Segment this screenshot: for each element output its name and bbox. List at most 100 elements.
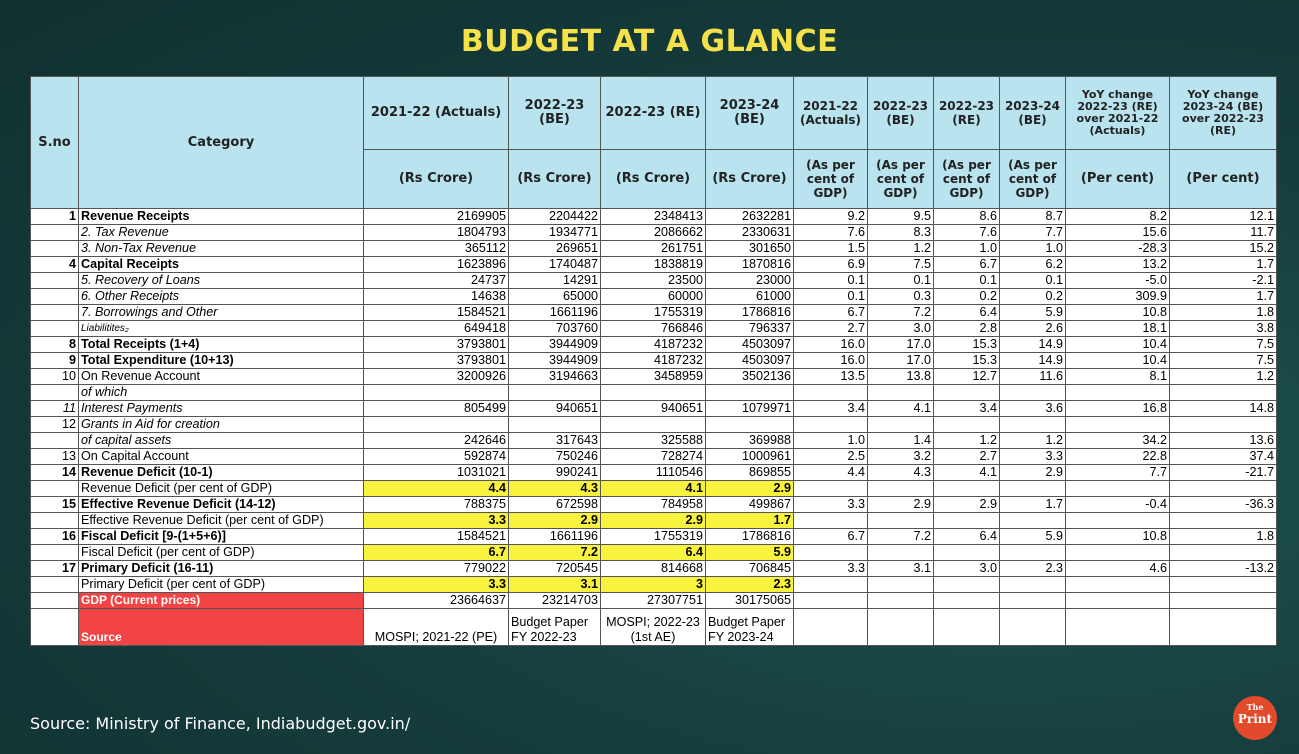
row-category: Source bbox=[78, 608, 364, 646]
table-cell bbox=[1065, 512, 1170, 529]
row-sno bbox=[30, 320, 79, 337]
table-cell bbox=[1065, 480, 1170, 497]
table-cell: 27307751 bbox=[600, 592, 706, 609]
table-cell: 1031021 bbox=[363, 464, 509, 481]
table-cell: 940651 bbox=[508, 400, 601, 417]
table-cell: 3.3 bbox=[999, 448, 1066, 465]
table-cell: 3.1 bbox=[867, 560, 934, 577]
table-cell: 3.4 bbox=[793, 400, 868, 417]
table-cell bbox=[600, 416, 706, 433]
row-category: Total Expenditure (10+13) bbox=[78, 352, 364, 369]
table-row: Revenue Deficit (per cent of GDP) 4.4 4.3 4… bbox=[30, 480, 1277, 497]
table-cell: 61000 bbox=[705, 288, 794, 305]
unit-col9: (Per cent) bbox=[1065, 149, 1170, 209]
row-sno: 12 bbox=[30, 416, 79, 433]
table-row: Effective Revenue Deficit (per cent of G… bbox=[30, 512, 1277, 529]
table-cell bbox=[867, 608, 934, 646]
table-cell: 1.0 bbox=[999, 240, 1066, 257]
table-row: 14 Revenue Deficit (10-1) 1031021 990241 111… bbox=[30, 464, 1277, 481]
table-cell: 7.5 bbox=[1169, 352, 1277, 369]
table-cell: 2632281 bbox=[705, 208, 794, 225]
header-col2: 2022-23 (BE) bbox=[508, 76, 601, 150]
table-cell: 1110546 bbox=[600, 464, 706, 481]
table-cell: 750246 bbox=[508, 448, 601, 465]
table-cell: 15.3 bbox=[933, 352, 1000, 369]
table-cell: 0.2 bbox=[999, 288, 1066, 305]
table-cell bbox=[1065, 384, 1170, 401]
table-cell: -2.1 bbox=[1169, 272, 1277, 289]
table-cell: 5.9 bbox=[999, 528, 1066, 545]
table-cell: 3.6 bbox=[999, 400, 1066, 417]
table-row: 1 Revenue Receipts 2169905 2204422 2348413 26… bbox=[30, 208, 1277, 225]
table-cell: 0.1 bbox=[793, 272, 868, 289]
table-cell: Budget Paper FY 2022-23 bbox=[508, 608, 601, 646]
table-cell bbox=[508, 416, 601, 433]
table-cell: 7.2 bbox=[867, 304, 934, 321]
unit-col6: (As per cent of GDP) bbox=[867, 149, 934, 209]
table-cell: 2.6 bbox=[999, 320, 1066, 337]
row-category: Effective Revenue Deficit (per cent of G… bbox=[78, 512, 364, 529]
table-cell: 2204422 bbox=[508, 208, 601, 225]
table-cell: 15.2 bbox=[1169, 240, 1277, 257]
table-cell bbox=[999, 384, 1066, 401]
header-col1: 2021-22 (Actuals) bbox=[363, 76, 509, 150]
table-cell: MOSPI; 2021-22 (PE) bbox=[363, 608, 509, 646]
table-cell: 1934771 bbox=[508, 224, 601, 241]
table-cell: 301650 bbox=[705, 240, 794, 257]
table-cell bbox=[933, 384, 1000, 401]
table-cell: 242646 bbox=[363, 432, 509, 449]
table-cell: 3.4 bbox=[933, 400, 1000, 417]
row-sno bbox=[30, 592, 79, 609]
table-cell: 2.5 bbox=[793, 448, 868, 465]
table-cell: 7.5 bbox=[1169, 336, 1277, 353]
table-cell: 14638 bbox=[363, 288, 509, 305]
table-cell: 24737 bbox=[363, 272, 509, 289]
table-cell bbox=[793, 592, 868, 609]
table-cell bbox=[1065, 576, 1170, 593]
table-cell: 10.8 bbox=[1065, 528, 1170, 545]
table-cell: 14.8 bbox=[1169, 400, 1277, 417]
row-sno bbox=[30, 272, 79, 289]
table-cell: 1755319 bbox=[600, 304, 706, 321]
table-cell: 7.2 bbox=[867, 528, 934, 545]
page-title: BUDGET AT A GLANCE bbox=[460, 24, 839, 59]
table-cell: 11.6 bbox=[999, 368, 1066, 385]
table-cell: 2.8 bbox=[933, 320, 1000, 337]
table-cell: 269651 bbox=[508, 240, 601, 257]
table-cell: 5.9 bbox=[705, 544, 794, 561]
row-category: On Capital Account bbox=[78, 448, 364, 465]
table-cell: 11.7 bbox=[1169, 224, 1277, 241]
table-cell: 2.3 bbox=[999, 560, 1066, 577]
table-cell: 1.7 bbox=[1169, 256, 1277, 273]
table-cell bbox=[999, 592, 1066, 609]
table-cell: 6.4 bbox=[600, 544, 706, 561]
table-row: of capital assets 242646 317643 325588 36998… bbox=[30, 432, 1277, 449]
table-cell: 8.6 bbox=[933, 208, 1000, 225]
table-cell: 9.2 bbox=[793, 208, 868, 225]
header-row-units: (Rs Crore) (Rs Crore) (Rs Crore) (Rs Cro… bbox=[31, 149, 1277, 209]
table-cell: 5.9 bbox=[999, 304, 1066, 321]
table-cell: 4.4 bbox=[363, 480, 509, 497]
table-cell: 6.2 bbox=[999, 256, 1066, 273]
table-cell: 16.0 bbox=[793, 352, 868, 369]
table-cell: 4.3 bbox=[508, 480, 601, 497]
table-row: 10 On Revenue Account 3200926 3194663 345895… bbox=[30, 368, 1277, 385]
row-sno bbox=[30, 432, 79, 449]
table-cell bbox=[999, 512, 1066, 529]
table-cell bbox=[933, 512, 1000, 529]
table-row: 6. Other Receipts 14638 65000 60000 61000 0.1… bbox=[30, 288, 1277, 305]
header-col7: 2022-23 (RE) bbox=[933, 76, 1000, 150]
table-cell: 2086662 bbox=[600, 224, 706, 241]
table-row: 2. Tax Revenue 1804793 1934771 2086662 23306… bbox=[30, 224, 1277, 241]
table-cell: 34.2 bbox=[1065, 432, 1170, 449]
table-cell: 3200926 bbox=[363, 368, 509, 385]
row-category: Effective Revenue Deficit (14-12) bbox=[78, 496, 364, 513]
table-cell: 4.1 bbox=[867, 400, 934, 417]
table-cell: 1.0 bbox=[793, 432, 868, 449]
table-cell: 4503097 bbox=[705, 336, 794, 353]
table-cell: 65000 bbox=[508, 288, 601, 305]
table-cell: 15.6 bbox=[1065, 224, 1170, 241]
header-col5: 2021-22 (Actuals) bbox=[793, 76, 868, 150]
table-row: 5. Recovery of Loans 24737 14291 23500 23000… bbox=[30, 272, 1277, 289]
row-sno bbox=[30, 544, 79, 561]
